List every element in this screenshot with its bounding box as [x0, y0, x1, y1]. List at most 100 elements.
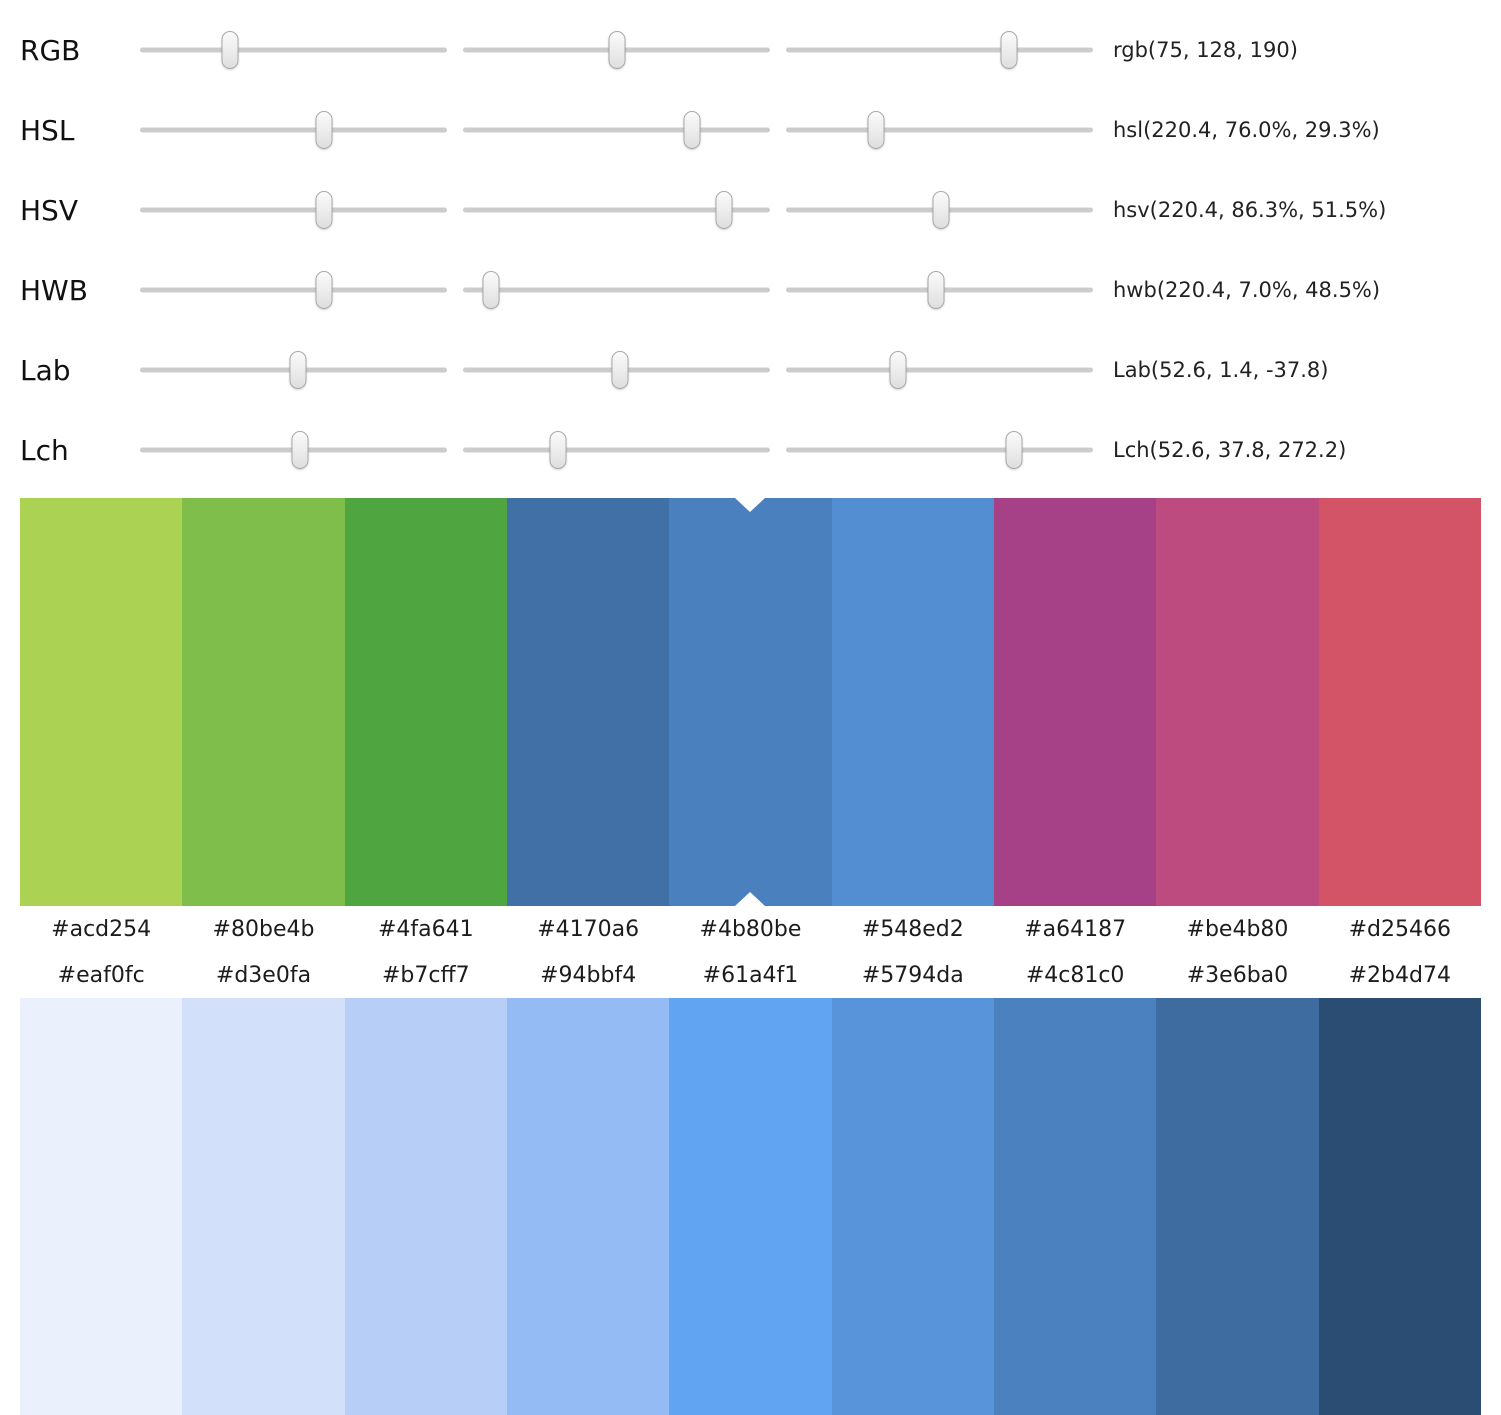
blue-slider[interactable]	[786, 27, 1093, 73]
hsl-hue-slider[interactable]	[140, 107, 447, 153]
swatch[interactable]	[831, 498, 994, 906]
hsl-label: HSL	[20, 113, 75, 147]
hwb-hue-slider-thumb[interactable]	[315, 271, 333, 309]
hsv-hue-slider-thumb[interactable]	[315, 191, 333, 229]
main-palette-labels: #acd254 #80be4b #4fa641 #4170a6 #4b80be …	[20, 906, 1481, 952]
hsv-value-slider[interactable]	[786, 187, 1093, 233]
hsl-saturation-slider-track	[463, 127, 770, 133]
hwb-blackness-slider[interactable]	[786, 267, 1093, 313]
lch-c-slider-track	[463, 447, 770, 453]
scale-palette: #eaf0fc #d3e0fa #b7cff7 #94bbf4 #61a4f1 …	[0, 952, 1501, 1415]
hsv-hue-slider[interactable]	[140, 187, 447, 233]
slider-row-hsv: HSV hsv(220.4, 86.3%, 51.5%)	[20, 170, 1481, 250]
hsv-sliders	[140, 187, 1093, 233]
hex-label: #eaf0fc	[57, 962, 145, 988]
hsv-saturation-slider-track	[463, 207, 770, 213]
slider-row-hsl: HSL hsl(220.4, 76.0%, 29.3%)	[20, 90, 1481, 170]
hwb-value-text: hwb(220.4, 7.0%, 48.5%)	[1113, 278, 1381, 302]
hsl-saturation-slider-thumb[interactable]	[683, 111, 701, 149]
lch-value-text: Lch(52.6, 37.8, 272.2)	[1113, 438, 1347, 462]
hwb-hue-slider-track	[140, 287, 447, 293]
hex-label: #548ed2	[861, 916, 964, 942]
lab-value-text: Lab(52.6, 1.4, -37.8)	[1113, 358, 1329, 382]
hwb-whiteness-slider-thumb[interactable]	[482, 271, 500, 309]
lab-sliders	[140, 347, 1093, 393]
blue-slider-track	[786, 47, 1093, 53]
hsl-lightness-slider-thumb[interactable]	[867, 111, 885, 149]
swatch[interactable]	[1156, 998, 1319, 1415]
lch-sliders	[140, 427, 1093, 473]
lab-b-slider-thumb[interactable]	[889, 351, 907, 389]
lch-l-slider[interactable]	[140, 427, 447, 473]
main-palette-band	[20, 498, 1481, 906]
hsv-value-text: hsv(220.4, 86.3%, 51.5%)	[1113, 198, 1387, 222]
lab-b-slider[interactable]	[786, 347, 1093, 393]
swatch[interactable]	[993, 498, 1157, 906]
hex-label: #a64187	[1024, 916, 1127, 942]
red-slider[interactable]	[140, 27, 447, 73]
hex-label: #4b80be	[699, 916, 802, 942]
green-slider[interactable]	[463, 27, 770, 73]
swatch[interactable]	[1318, 498, 1481, 906]
swatch[interactable]	[506, 998, 670, 1415]
swatch[interactable]	[669, 998, 832, 1415]
main-palette: #acd254 #80be4b #4fa641 #4170a6 #4b80be …	[0, 498, 1501, 952]
hwb-whiteness-slider-track	[463, 287, 770, 293]
hsl-lightness-slider-track	[786, 127, 1093, 133]
slider-row-lch: Lch Lch(52.6, 37.8, 272.2)	[20, 410, 1481, 490]
hwb-blackness-slider-thumb[interactable]	[927, 271, 944, 309]
swatch[interactable]	[831, 998, 994, 1415]
slider-row-hwb: HWB hwb(220.4, 7.0%, 48.5%)	[20, 250, 1481, 330]
red-slider-thumb[interactable]	[221, 31, 239, 69]
swatch[interactable]	[1156, 498, 1319, 906]
hsv-hue-slider-track	[140, 207, 447, 213]
scale-palette-labels: #eaf0fc #d3e0fa #b7cff7 #94bbf4 #61a4f1 …	[20, 952, 1481, 998]
swatch[interactable]	[182, 498, 345, 906]
green-slider-thumb[interactable]	[608, 31, 625, 69]
slider-panel: RGB rgb(75, 128, 190) HSL	[0, 0, 1501, 490]
lch-l-slider-thumb[interactable]	[291, 431, 309, 469]
swatch[interactable]	[182, 998, 345, 1415]
hsv-label: HSV	[20, 193, 78, 227]
hwb-whiteness-slider[interactable]	[463, 267, 770, 313]
hsv-saturation-slider-thumb[interactable]	[715, 191, 733, 229]
lch-h-slider-thumb[interactable]	[1005, 431, 1023, 469]
lab-a-slider[interactable]	[463, 347, 770, 393]
lch-c-slider-thumb[interactable]	[549, 431, 567, 469]
swatch[interactable]	[344, 498, 507, 906]
hsv-value-slider-thumb[interactable]	[932, 191, 950, 229]
hsl-hue-slider-thumb[interactable]	[315, 111, 333, 149]
swatch[interactable]	[506, 498, 670, 906]
blue-slider-thumb[interactable]	[1000, 31, 1018, 69]
hsl-saturation-slider[interactable]	[463, 107, 770, 153]
swatch-selected[interactable]	[669, 498, 832, 906]
hex-label: #4170a6	[537, 916, 640, 942]
hex-label: #acd254	[51, 916, 152, 942]
lab-label: Lab	[20, 353, 71, 387]
slider-row-lab: Lab Lab(52.6, 1.4, -37.8)	[20, 330, 1481, 410]
hex-label: #4c81c0	[1025, 962, 1125, 988]
lab-l-slider-thumb[interactable]	[289, 351, 307, 389]
swatch[interactable]	[993, 998, 1157, 1415]
slider-row-rgb: RGB rgb(75, 128, 190)	[20, 10, 1481, 90]
hsl-value-text: hsl(220.4, 76.0%, 29.3%)	[1113, 118, 1380, 142]
hex-label: #be4b80	[1186, 916, 1289, 942]
hsv-saturation-slider[interactable]	[463, 187, 770, 233]
swatch[interactable]	[20, 998, 183, 1415]
swatch[interactable]	[20, 498, 183, 906]
lab-a-slider-thumb[interactable]	[611, 351, 629, 389]
rgb-value-text: rgb(75, 128, 190)	[1113, 38, 1298, 62]
swatch[interactable]	[344, 998, 507, 1415]
hwb-sliders	[140, 267, 1093, 313]
selection-notch-top-icon	[735, 498, 766, 512]
lab-l-slider[interactable]	[140, 347, 447, 393]
lch-c-slider[interactable]	[463, 427, 770, 473]
lch-h-slider[interactable]	[786, 427, 1093, 473]
hwb-hue-slider[interactable]	[140, 267, 447, 313]
hex-label: #d3e0fa	[215, 962, 312, 988]
swatch[interactable]	[1318, 998, 1481, 1415]
hsl-lightness-slider[interactable]	[786, 107, 1093, 153]
lch-label: Lch	[20, 433, 69, 467]
selection-notch-bottom-icon	[735, 892, 766, 906]
